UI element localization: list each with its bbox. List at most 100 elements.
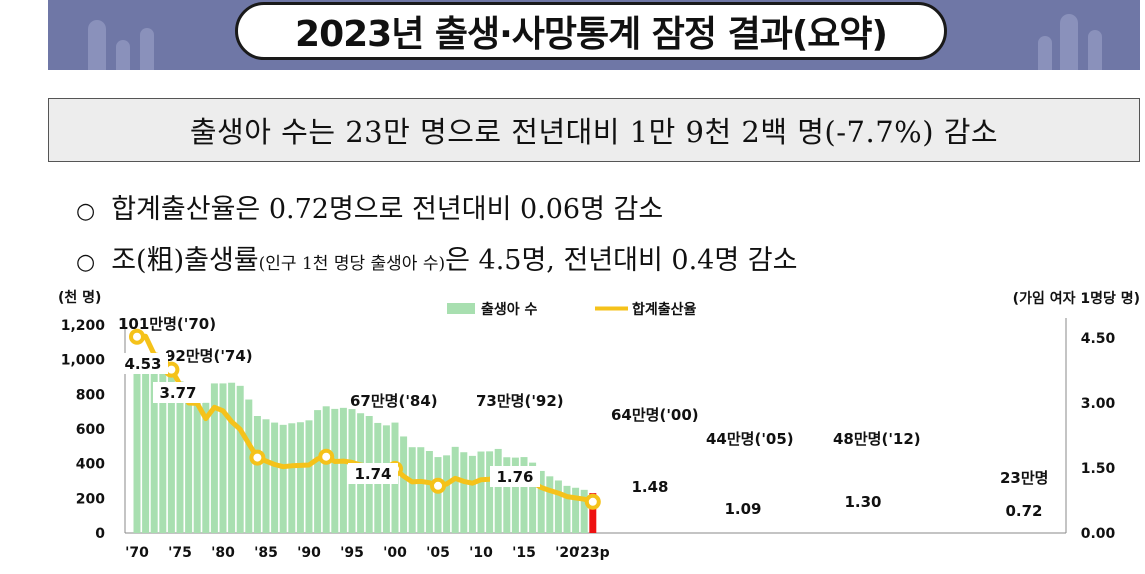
legend-line-label: 합계출산율 [632, 301, 697, 318]
bar [563, 485, 571, 533]
bar [314, 410, 322, 533]
bar [572, 487, 580, 533]
bar-annotation: 101만명('70) [118, 315, 216, 333]
bar [554, 480, 562, 533]
line-point [129, 328, 145, 345]
bar [434, 457, 442, 533]
chart-axes: 0 200 400 600 800 1,000 1,200 0.00 1.50 3.00 4.50 '… [61, 318, 1116, 561]
bar [331, 408, 339, 533]
annotation-labels: 101만명('70) 92만명('74) 67만명('84) 73만명('92) 64만… [118, 315, 1049, 521]
bar [228, 382, 236, 533]
rate-annotation: 4.53 [124, 355, 161, 373]
bar [408, 447, 416, 533]
bar [486, 451, 494, 533]
rate-annotation-box [348, 463, 398, 484]
bar-annotation: 67만명('84) [350, 392, 438, 410]
bar [167, 373, 175, 533]
bullet-fertility-rate: ○ 합계출산율은 0.72명으로 전년대비 0.06명 감소 [76, 187, 663, 226]
line-point [584, 493, 601, 510]
x-tick-label: '70 [125, 545, 149, 561]
rate-annotation: 1.30 [844, 493, 881, 511]
rate-annotation-box [625, 476, 675, 497]
right-tick-label: 3.00 [1081, 396, 1116, 412]
rate-annotation-box [838, 491, 888, 512]
right-tick-label: 4.50 [1081, 331, 1116, 347]
rate-annotation: 1.76 [496, 468, 533, 486]
bullet-tail: 은 4.5명, 전년대비 0.4명 감소 [445, 245, 798, 276]
bar [400, 436, 408, 533]
banner-decoration [1060, 14, 1078, 70]
x-tick-label: '90 [297, 545, 321, 561]
rate-annotation-box [118, 353, 168, 374]
bar [296, 422, 304, 533]
left-axis-unit: (천 명) [58, 289, 101, 306]
bullet-crude-birth-rate: ○ 조(粗)출생률(인구 1천 명당 출생아 수)은 4.5명, 전년대비 0.4… [76, 238, 797, 277]
bar [279, 424, 287, 533]
bar [443, 455, 451, 533]
bar-annotation: 73만명('92) [476, 392, 564, 410]
bar [589, 493, 597, 533]
bar [262, 419, 270, 533]
banner-decoration [88, 20, 106, 70]
bar [503, 457, 511, 533]
bar [305, 420, 313, 533]
bar [133, 358, 141, 533]
bar [580, 489, 588, 533]
legend-bar-swatch [447, 303, 475, 314]
left-tick-label: 0 [95, 526, 105, 542]
rate-annotation-box [999, 500, 1049, 521]
bar [322, 406, 330, 533]
bar [288, 423, 296, 533]
x-tick-label: '15 [512, 545, 536, 561]
bar [193, 389, 201, 533]
rate-annotation: 1.09 [724, 500, 761, 518]
x-tick-label: '95 [340, 545, 364, 561]
rate-annotation-box [153, 382, 203, 403]
x-tick-label: '80 [211, 545, 235, 561]
bar [150, 367, 158, 533]
right-tick-label: 1.50 [1081, 461, 1116, 477]
x-tick-label: '05 [426, 545, 450, 561]
legend-bar-label: 출생아 수 [481, 301, 538, 318]
bar [460, 452, 468, 533]
line-point [318, 448, 335, 465]
bar [468, 455, 476, 533]
bar [520, 457, 528, 533]
left-tick-label: 1,000 [61, 353, 106, 369]
bullet-text: 조(粗)출생률 [111, 245, 259, 276]
right-axis-unit: (가임 여자 1명당 명) [1013, 290, 1140, 307]
x-tick-label: '23p [576, 545, 610, 561]
bar [210, 383, 218, 533]
bar-annotation: 92만명('74) [165, 347, 253, 365]
bullet-note: (인구 1천 명당 출생아 수) [258, 254, 446, 274]
bar-series [133, 355, 597, 533]
bar [142, 355, 150, 533]
bar [511, 457, 519, 533]
rate-annotation: 1.74 [354, 465, 391, 483]
bar [537, 470, 545, 533]
bullet-mark: ○ [76, 250, 96, 275]
bar [271, 422, 279, 533]
rate-annotation: 3.77 [159, 384, 196, 402]
bar [451, 446, 459, 533]
left-tick-label: 400 [76, 457, 105, 473]
bar [219, 383, 227, 533]
bullet-mark: ○ [76, 199, 96, 224]
bar [245, 399, 253, 533]
bar-annotation: 48만명('12) [833, 430, 921, 448]
bar [339, 407, 347, 533]
bar [176, 381, 184, 533]
line-point [430, 477, 446, 494]
bar [236, 385, 244, 533]
left-tick-label: 1,200 [61, 318, 106, 334]
rate-annotation: 1.48 [631, 478, 668, 496]
bar [159, 365, 167, 533]
left-tick-label: 200 [76, 491, 105, 507]
bar [529, 462, 537, 533]
right-tick-label: 0.00 [1081, 526, 1116, 542]
bar [546, 476, 554, 533]
bar-annotation: 64만명('00) [611, 406, 699, 424]
rate-annotation-box [718, 498, 768, 519]
line-point [249, 449, 266, 466]
